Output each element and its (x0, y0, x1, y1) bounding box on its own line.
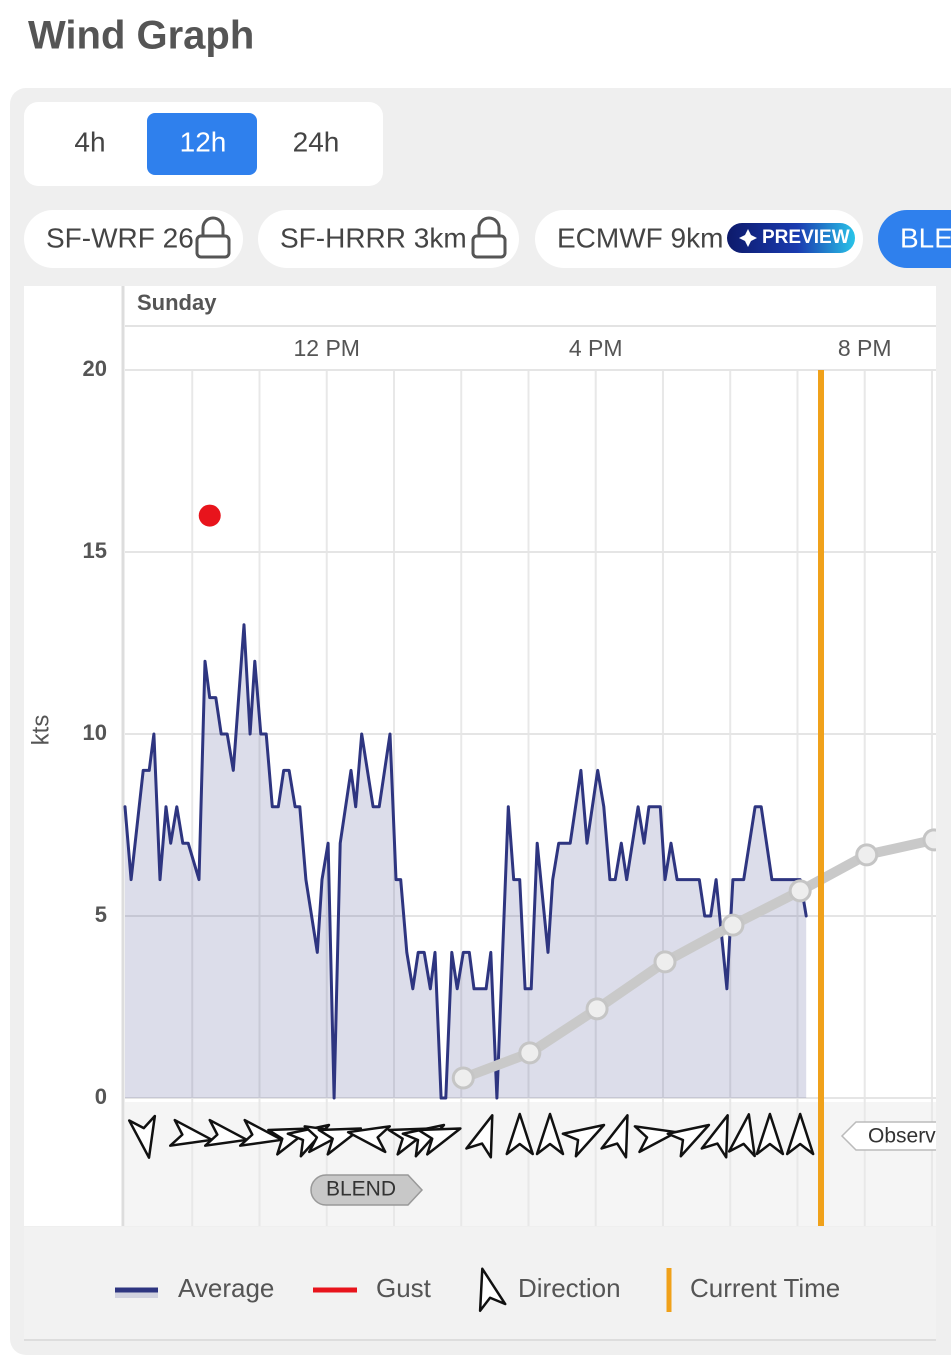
model-chip[interactable] (878, 210, 951, 268)
legend-swatch-fill (115, 1290, 158, 1298)
model-name[interactable]: SF-HRRR 3km (280, 222, 467, 253)
blend-tag (310, 1174, 424, 1206)
blend-point (518, 1041, 542, 1065)
y-tick-label: 0 (95, 1084, 107, 1109)
observed-tag (840, 1121, 936, 1151)
y-axis-label: kts (27, 715, 54, 746)
lock-icon-body (195, 234, 231, 259)
observed-direction-arrow (317, 1127, 363, 1156)
observed-direction-arrow (600, 1114, 629, 1159)
legend-label: Average (178, 1273, 274, 1303)
y-tick-label: 20 (83, 356, 107, 381)
observed-direction-arrow (168, 1118, 214, 1147)
model-name[interactable]: BLEND (900, 222, 951, 253)
lock-icon-body (471, 234, 507, 259)
observed-direction-arrow (666, 1123, 711, 1158)
blend-point (855, 843, 879, 867)
x-tick-label: 12 PM (293, 335, 359, 361)
range-selected-bg[interactable] (147, 113, 257, 175)
blend-point (451, 1066, 475, 1090)
blend-line (458, 834, 936, 1083)
observed-direction-arrow (505, 1112, 534, 1156)
average-line (123, 623, 808, 1100)
y-tick-label: 15 (83, 538, 107, 563)
lock-icon (201, 216, 225, 236)
legend-panel (24, 1227, 936, 1340)
lock-icon (477, 216, 501, 236)
observed-direction-arrow (700, 1114, 729, 1159)
observed-direction-arrow (727, 1113, 756, 1158)
observed-direction-arrow (633, 1125, 678, 1154)
observed-direction-arrow (465, 1114, 494, 1159)
observed-direction-arrow (417, 1127, 462, 1156)
legend-label: Gust (376, 1273, 432, 1303)
page-title: Wind Graph (28, 14, 254, 58)
observed-tag-label: Observed (868, 1125, 951, 1148)
y-tick-label: 10 (83, 720, 107, 745)
legend-label: Direction (518, 1273, 621, 1303)
observed-direction-arrow (203, 1118, 249, 1147)
observed-direction-arrow (755, 1112, 785, 1156)
range-option[interactable]: 24h (293, 126, 340, 157)
blend-point (721, 913, 745, 937)
legend-label: Current Time (690, 1273, 840, 1303)
gust-point (198, 504, 221, 527)
y-tick-label: 5 (95, 902, 107, 927)
day-label: Sunday (137, 290, 217, 315)
observed-direction-arrow (535, 1112, 565, 1156)
observed-direction-arrow (785, 1112, 815, 1156)
blend-point (653, 950, 677, 974)
model-name[interactable]: ECMWF 9km (557, 222, 723, 253)
range-option[interactable]: 12h (180, 126, 227, 157)
model-chip[interactable] (24, 210, 243, 268)
preview-badge (727, 223, 855, 253)
blend-tag-label: BLEND (326, 1178, 396, 1201)
observed-direction-arrow (238, 1118, 284, 1147)
model-chip[interactable] (258, 210, 519, 268)
model-name[interactable]: SF-WRF 26 (46, 222, 194, 253)
legend-direction-icon (478, 1267, 507, 1313)
blend-point (788, 879, 812, 903)
sparkle-icon (739, 229, 757, 247)
blend-point (922, 828, 936, 852)
blend-point (585, 997, 609, 1021)
observed-direction-arrow (127, 1114, 157, 1159)
x-tick-label: 8 PM (838, 335, 892, 361)
preview-badge-label: PREVIEW (762, 227, 850, 248)
x-tick-label: 4 PM (569, 335, 623, 361)
observed-direction-arrow (561, 1123, 606, 1158)
range-option[interactable]: 4h (74, 126, 105, 157)
observed-direction-arrow (346, 1125, 392, 1154)
